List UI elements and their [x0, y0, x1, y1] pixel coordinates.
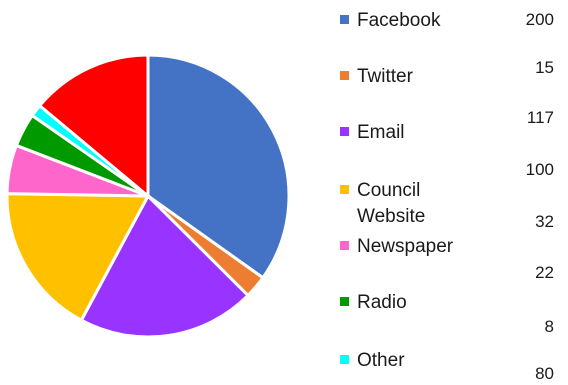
legend-swatch — [340, 15, 349, 24]
legend-label: Email — [357, 122, 405, 143]
legend-item-facebook: Facebook — [340, 8, 477, 34]
pie-slice-council-website — [5, 192, 150, 322]
legend-label: Radio — [357, 292, 407, 313]
legend-swatch — [340, 355, 349, 364]
pie-slice-unlabeled — [38, 53, 150, 198]
value-label: 15 — [535, 58, 554, 77]
legend-swatch — [340, 297, 349, 306]
legend-label: Other — [357, 350, 405, 371]
legend-item-twitter: Twitter — [340, 64, 477, 90]
legend-item-radio: Radio — [340, 290, 477, 316]
legend-item-other: Other — [340, 348, 477, 374]
legend-label: Newspaper — [357, 236, 454, 257]
value-label: 32 — [535, 212, 554, 231]
legend-item-newspaper: Newspaper — [340, 234, 477, 260]
value-label: 200 — [525, 10, 554, 29]
legend-swatch — [340, 241, 349, 250]
value-label: 22 — [535, 263, 554, 282]
legend-swatch — [340, 185, 349, 194]
legend-item-council-website: Council Website — [340, 178, 477, 230]
pie-slice-facebook — [146, 53, 291, 280]
value-label: 100 — [525, 160, 554, 179]
value-label: 80 — [535, 364, 554, 383]
pie-chart — [5, 53, 291, 339]
value-label: 117 — [526, 108, 554, 127]
legend-swatch — [340, 127, 349, 136]
legend-label: Facebook — [357, 10, 441, 31]
legend-label: Twitter — [357, 66, 413, 87]
pie-slice-email — [79, 194, 250, 339]
legend-item-email: Email — [340, 120, 477, 146]
value-label: 8 — [544, 317, 554, 336]
legend-label: Council Website — [357, 180, 426, 227]
legend-swatch — [340, 71, 349, 80]
